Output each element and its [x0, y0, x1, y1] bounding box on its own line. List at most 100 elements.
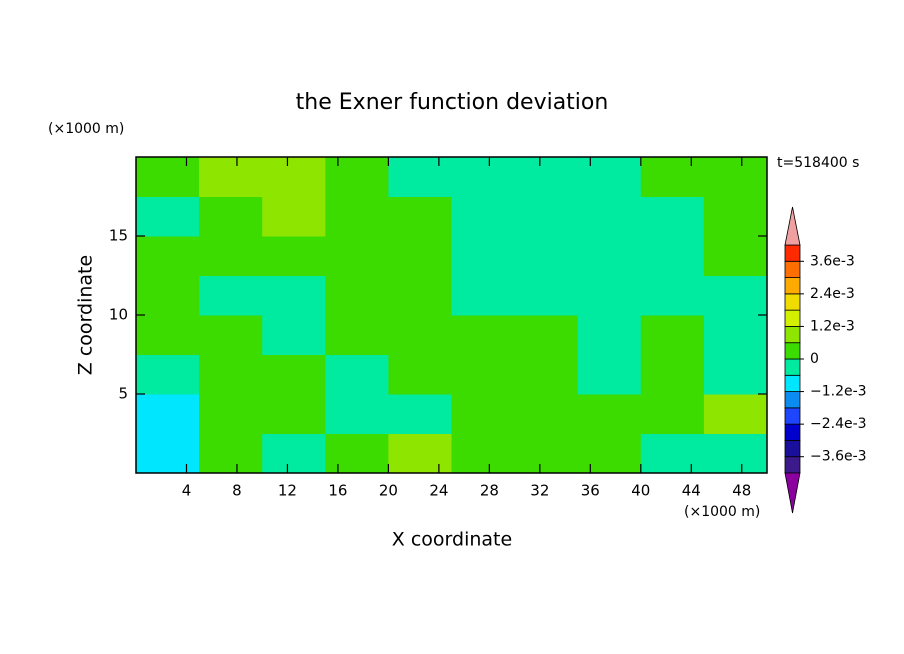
- contour-cell: [136, 196, 200, 237]
- x-tick-label: 16: [328, 482, 347, 500]
- contour-cell: [640, 354, 705, 395]
- contour-cell: [325, 236, 389, 276]
- contour-cell: [199, 433, 263, 474]
- colorbar-segment: [784, 358, 801, 376]
- colorbar-tick-label: −1.2e-3: [810, 384, 867, 400]
- contour-cell: [388, 196, 452, 237]
- contour-cell: [577, 236, 642, 276]
- contour-cell: [640, 275, 705, 316]
- colorbar-tick-label: 2.4e-3: [810, 286, 855, 302]
- contour-cell: [577, 196, 642, 237]
- contour-cell: [451, 354, 516, 395]
- x-unit: (×1000 m): [684, 504, 760, 520]
- contour-cell: [640, 196, 705, 237]
- contour-cell: [514, 157, 579, 197]
- contour-cell: [325, 433, 389, 474]
- x-tick-label: 20: [379, 482, 398, 500]
- contour-cell: [577, 157, 642, 197]
- contour-cell: [703, 275, 768, 316]
- contour-cell: [451, 275, 516, 316]
- colorbar-segment: [784, 407, 801, 425]
- contour-cell: [136, 315, 200, 355]
- contour-cell: [451, 315, 516, 355]
- x-tick-label: 32: [530, 482, 549, 500]
- contour-cell: [703, 394, 768, 434]
- contour-cell: [514, 196, 579, 237]
- contour-cell: [703, 354, 768, 395]
- contour-cell: [325, 394, 389, 434]
- contour-cell: [325, 275, 389, 316]
- contour-cell: [199, 315, 263, 355]
- contour-cell: [199, 157, 263, 197]
- x-tick-label: 40: [631, 482, 650, 500]
- x-tick-label: 4: [182, 482, 192, 500]
- colorbar-segment: [784, 374, 801, 392]
- colorbar-tick-label: 1.2e-3: [810, 318, 855, 334]
- contour-cell: [577, 275, 642, 316]
- time-annotation: t=518400 s: [777, 155, 859, 171]
- contour-cell: [703, 196, 768, 237]
- y-axis-label: Z coordinate: [75, 255, 97, 375]
- contour-cell: [388, 394, 452, 434]
- contour-cell: [388, 354, 452, 395]
- contour-cell: [262, 433, 326, 474]
- y-unit: (×1000 m): [48, 121, 124, 137]
- contour-cell: [577, 315, 642, 355]
- contour-cell: [325, 354, 389, 395]
- y-tick-label: 10: [109, 306, 128, 324]
- x-tick-label: 24: [429, 482, 448, 500]
- contour-cell: [640, 394, 705, 434]
- contour-cell: [703, 315, 768, 355]
- contour-field: [136, 157, 768, 474]
- contour-cell: [514, 275, 579, 316]
- x-tick-label: 28: [480, 482, 499, 500]
- x-tick-label: 48: [732, 482, 751, 500]
- contour-cell: [577, 394, 642, 434]
- contour-cell: [514, 236, 579, 276]
- contour-cell: [514, 315, 579, 355]
- y-tick-label: 5: [118, 385, 128, 403]
- contour-cell: [451, 433, 516, 474]
- colorbar-segment: [784, 456, 801, 474]
- colorbar-tick-label: 3.6e-3: [810, 253, 855, 269]
- colorbar-segment: [784, 277, 801, 295]
- contour-cell: [325, 196, 389, 237]
- contour-cell: [388, 275, 452, 316]
- contour-cell: [325, 315, 389, 355]
- colorbar-segment: [784, 309, 801, 327]
- contour-cell: [640, 236, 705, 276]
- contour-cell: [136, 394, 200, 434]
- contour-cell: [703, 236, 768, 276]
- contour-cell: [199, 236, 263, 276]
- chart-title: the Exner function deviation: [296, 90, 609, 115]
- contour-cell: [262, 394, 326, 434]
- contour-cell: [136, 275, 200, 316]
- contour-cell: [136, 157, 200, 197]
- contour-cell: [451, 157, 516, 197]
- contour-cell: [577, 433, 642, 474]
- contour-cell: [577, 354, 642, 395]
- contour-cell: [451, 394, 516, 434]
- colorbar-segment: [784, 423, 801, 441]
- colorbar-segment: [784, 326, 801, 344]
- x-tick-label: 8: [232, 482, 242, 500]
- x-axis-label: X coordinate: [392, 529, 512, 551]
- x-tick-label: 36: [581, 482, 600, 500]
- contour-cell: [514, 354, 579, 395]
- colorbar-segment: [784, 293, 801, 311]
- contour-cell: [514, 433, 579, 474]
- colorbar-under: [784, 472, 801, 514]
- contour-cell: [262, 196, 326, 237]
- y-tick-label: 15: [109, 227, 128, 245]
- contour-cell: [199, 275, 263, 316]
- colorbar-tick-label: −2.4e-3: [810, 416, 867, 432]
- contour-cell: [262, 315, 326, 355]
- x-tick-label: 44: [682, 482, 701, 500]
- contour-cell: [388, 157, 452, 197]
- contour-cell: [199, 354, 263, 395]
- contour-cell: [262, 236, 326, 276]
- contour-cell: [514, 394, 579, 434]
- colorbar-tick-label: −3.6e-3: [810, 449, 867, 465]
- contour-cell: [388, 433, 452, 474]
